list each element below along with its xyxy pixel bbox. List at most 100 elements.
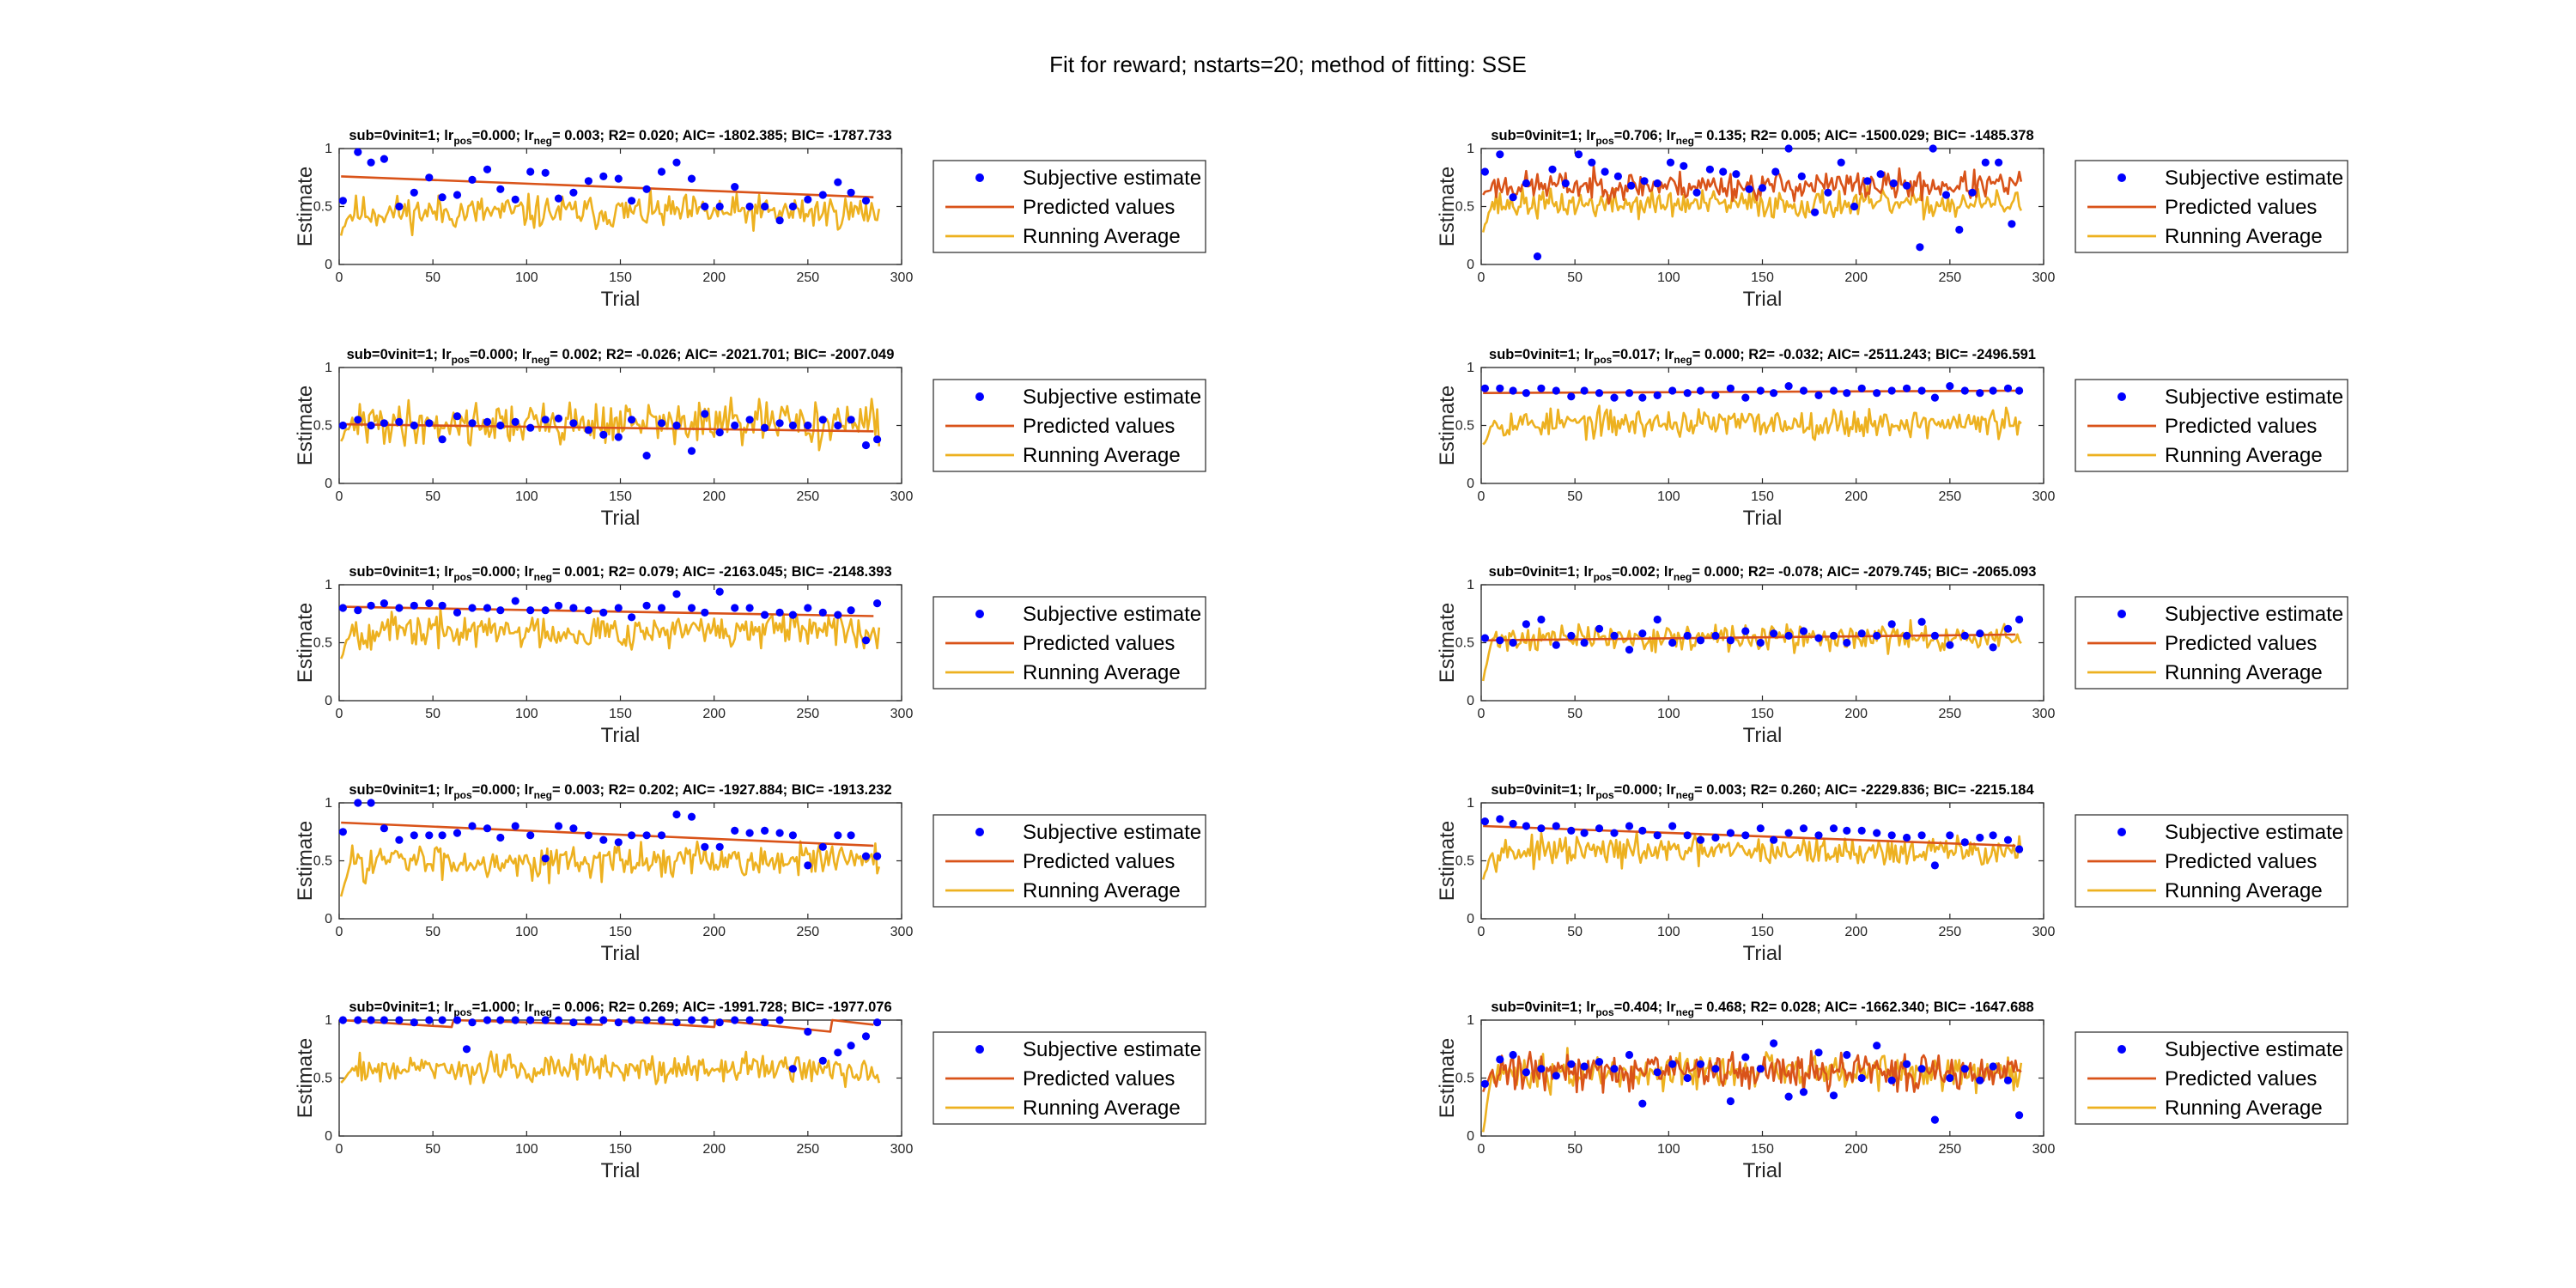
subjective-estimate-point: [715, 428, 724, 437]
chart-title: sub=0vinit=1; lrpos=0.404; lrneg= 0.468;…: [1491, 999, 2033, 1018]
subjective-estimate-point: [1666, 158, 1675, 167]
x-tick-label: 50: [1567, 925, 1583, 939]
x-tick-label: 100: [1657, 1142, 1680, 1157]
subjective-estimate-point: [818, 608, 827, 617]
subjective-estimate-point: [1705, 165, 1714, 173]
x-tick-label: 300: [890, 707, 914, 721]
subjective-estimate-point: [1548, 165, 1557, 173]
subjective-estimate-point: [338, 421, 347, 430]
subjective-estimate-point: [788, 831, 798, 840]
subjective-estimate-point: [1756, 638, 1765, 647]
subjective-estimate-point: [438, 435, 447, 444]
title-subscript: neg: [1676, 789, 1694, 801]
subjective-estimate-point: [1610, 631, 1619, 641]
subjective-estimate-point: [847, 1042, 855, 1050]
subjective-estimate-point: [338, 604, 347, 612]
subjective-estimate-point: [1946, 641, 1954, 649]
title-subscript: pos: [1594, 571, 1613, 583]
x-tick-label: 150: [1751, 707, 1774, 721]
x-tick-label: 100: [1657, 270, 1680, 285]
y-tick-label: 0.5: [1455, 200, 1474, 215]
x-tick-label: 300: [890, 270, 914, 285]
subjective-estimate-point: [496, 421, 505, 430]
subjective-estimate-point: [1683, 831, 1692, 840]
title-segment: sub=0vinit=1; lr: [1491, 782, 1596, 798]
subjective-estimate-point: [834, 831, 842, 840]
legend-label: Predicted values: [2165, 196, 2317, 219]
subjective-estimate-point: [554, 1016, 563, 1024]
subjective-estimate-point: [1989, 386, 1997, 395]
subjective-estimate-point: [496, 185, 505, 193]
title-subscript: pos: [1594, 354, 1613, 366]
x-tick-label: 0: [1478, 707, 1485, 721]
legend-label: Running Average: [2165, 225, 2323, 248]
subjective-estimate-point: [731, 1016, 739, 1024]
subjective-estimate-point: [687, 447, 696, 455]
subjective-estimate-point: [745, 202, 754, 211]
x-axis-label: Trial: [1743, 507, 1783, 530]
title-subscript: pos: [453, 571, 472, 583]
x-tick-label: 200: [1844, 1142, 1868, 1157]
subjective-estimate-point: [1595, 389, 1604, 398]
subjective-estimate-point: [1653, 615, 1662, 624]
subjective-estimate-point: [861, 1032, 871, 1041]
title-segment: =0.706; lr: [1614, 128, 1677, 143]
subjective-estimate-point: [1496, 384, 1504, 392]
title-segment: =0.000; lr: [472, 128, 535, 143]
subjective-estimate-point: [1726, 829, 1735, 837]
x-tick-label: 300: [890, 1142, 914, 1157]
subjective-estimate-point: [1756, 824, 1765, 833]
subjective-estimate-point: [1595, 624, 1604, 633]
subjective-estimate-point: [1732, 170, 1741, 179]
subjective-estimate-point: [1509, 638, 1517, 647]
subjective-estimate-point: [1537, 384, 1546, 392]
chart-panel: sub=0vinit=1; lrpos=0.017; lrneg= 0.000;…: [1436, 347, 2348, 530]
subjective-estimate-point: [1989, 643, 1997, 652]
subjective-estimate-point: [804, 1027, 812, 1036]
subjective-estimate-point: [338, 828, 347, 836]
subjective-estimate-point: [745, 829, 754, 837]
subjective-estimate-point: [1683, 389, 1692, 398]
subjective-estimate-point: [584, 831, 593, 840]
subjective-estimate-point: [569, 188, 578, 197]
subjective-estimate-point: [1946, 1073, 1954, 1083]
y-axis-label: Estimate: [294, 386, 317, 465]
subjective-estimate-point: [1726, 636, 1735, 645]
subjective-estimate-point: [818, 416, 827, 424]
title-segment: = 0.000; R2= -0.032; AIC= -2511.243; BIC…: [1692, 347, 2036, 362]
subjective-estimate-point: [834, 611, 842, 619]
subjective-estimate-point: [569, 604, 578, 612]
subjective-estimate-point: [1595, 824, 1604, 833]
predicted-values-line: [1482, 165, 2023, 205]
subjective-estimate-point: [468, 604, 477, 612]
subjective-estimate-point: [1903, 1060, 1911, 1068]
subjective-estimate-point: [1588, 158, 1596, 167]
x-tick-label: 0: [1478, 1142, 1485, 1157]
title-segment: = 0.468; R2= 0.028; AIC= -1662.340; BIC=…: [1694, 999, 2034, 1015]
title-segment: = 0.001; R2= 0.079; AIC= -2163.045; BIC=…: [552, 564, 892, 580]
title-segment: sub=0vinit=1; lr: [1491, 999, 1596, 1015]
subjective-estimate-point: [1829, 824, 1838, 833]
subjective-estimate-point: [1480, 384, 1489, 392]
subjective-estimate-point: [1829, 1091, 1838, 1100]
subjective-estimate-point: [1653, 831, 1662, 840]
subjective-estimate-point: [1903, 181, 1911, 190]
subjective-estimate-point: [1653, 179, 1662, 188]
subjective-estimate-point: [1668, 1060, 1677, 1068]
y-tick-label: 0: [1467, 1129, 1474, 1144]
y-axis-label: Estimate: [294, 603, 317, 683]
title-segment: =0.000; lr: [470, 347, 532, 362]
legend-marker-subjective: [975, 392, 984, 401]
subjective-estimate-point: [628, 613, 636, 622]
x-tick-label: 250: [1938, 270, 1961, 285]
subjective-estimate-point: [1711, 631, 1720, 641]
subjective-estimate-point: [1814, 831, 1823, 840]
x-tick-label: 100: [515, 489, 538, 504]
y-tick-label: 0: [1467, 694, 1474, 708]
x-tick-label: 200: [702, 489, 726, 504]
legend-label: Subjective estimate: [1023, 603, 1201, 626]
subjective-estimate-point: [584, 426, 593, 434]
subjective-estimate-point: [1509, 819, 1517, 828]
x-tick-label: 150: [609, 1142, 632, 1157]
subjective-estimate-point: [1726, 384, 1735, 392]
